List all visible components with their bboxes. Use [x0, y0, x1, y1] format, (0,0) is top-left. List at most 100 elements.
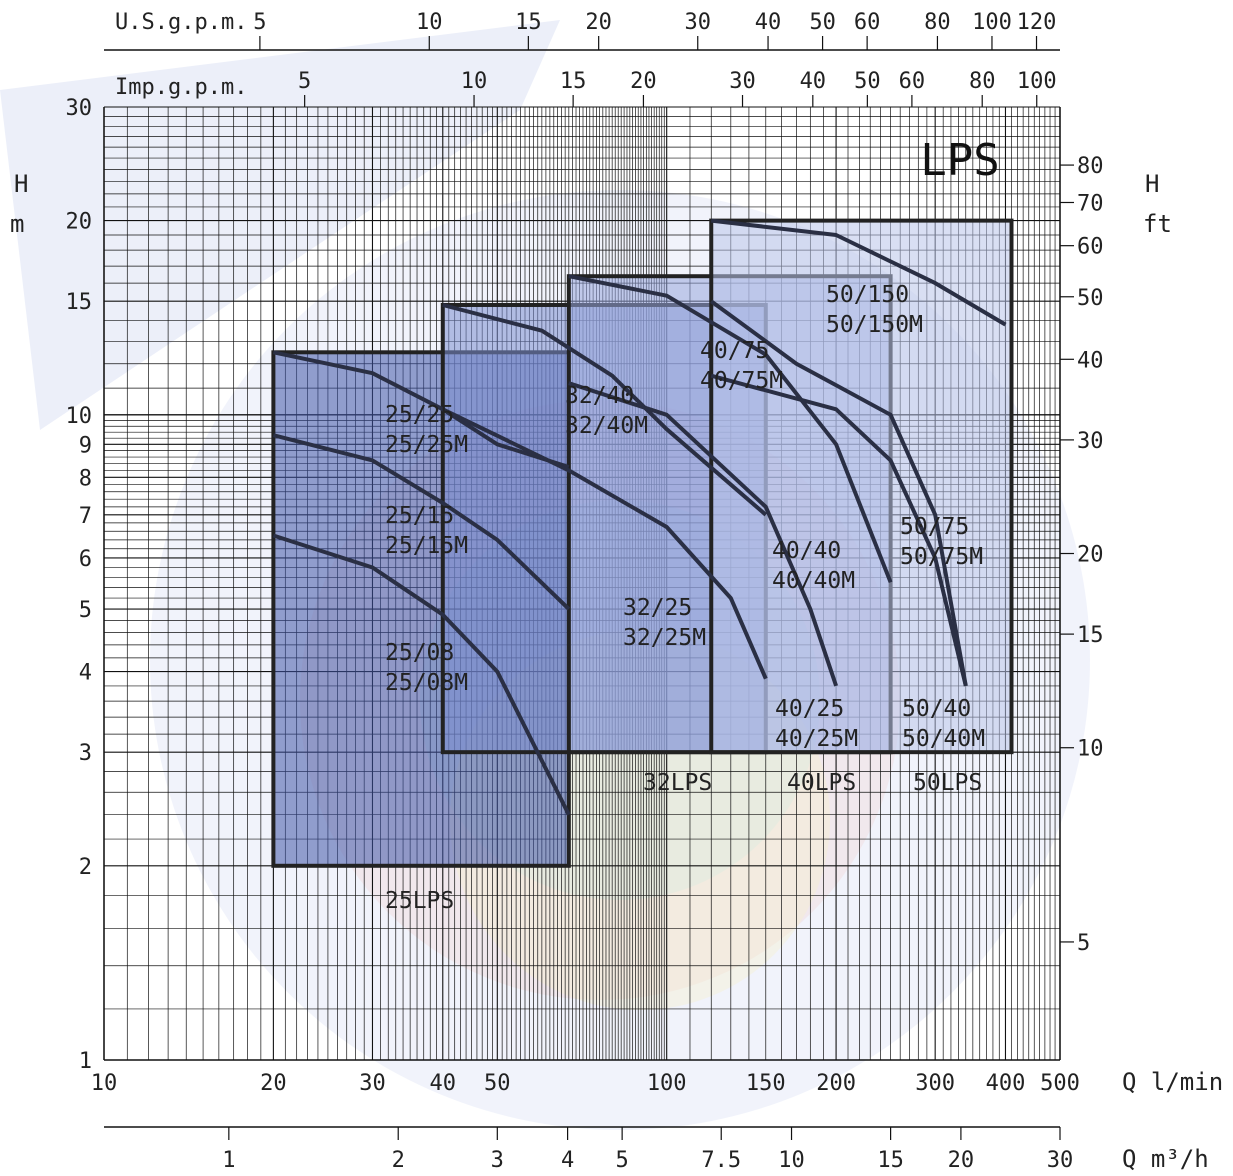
y-tick-m: 20: [66, 210, 93, 235]
x-tick-usgpm: 50: [809, 10, 836, 35]
curve-50/150: [710, 218, 1007, 327]
x-tick-lmin: 100: [647, 1071, 687, 1096]
curve-label-25/25: 25/25: [385, 402, 454, 428]
x-tick-impgpm: 15: [560, 69, 587, 94]
x-tick-impgpm: 40: [800, 69, 827, 94]
curve-label-32/25: 32/25: [623, 595, 692, 621]
x-tick-m3h: 7.5: [701, 1148, 741, 1173]
y-tick-ft: 60: [1077, 235, 1104, 260]
x-tick-m3h: 20: [948, 1148, 975, 1173]
curve-label-25/08: 25/08: [385, 640, 454, 666]
bottom-axis-label-m3h: Q m³/h: [1122, 1145, 1209, 1173]
x-tick-usgpm: 10: [416, 10, 443, 35]
curve-label-40/40M: 40/40M: [772, 568, 855, 594]
x-tick-m3h: 2: [392, 1148, 405, 1173]
curve-label-40/40: 40/40: [772, 538, 841, 564]
x-tick-impgpm: 100: [1017, 69, 1057, 94]
x-tick-impgpm: 5: [298, 69, 311, 94]
top-axis-label-impgpm: Imp.g.p.m.: [115, 75, 247, 100]
curve-label-50/75: 50/75: [900, 514, 969, 540]
x-tick-usgpm: 15: [515, 10, 542, 35]
curve-label-40/25M: 40/25M: [775, 726, 858, 752]
curve-label-50/40M: 50/40M: [902, 726, 985, 752]
curve-32/25: [441, 407, 768, 680]
x-tick-m3h: 30: [1047, 1148, 1074, 1173]
y-tick-m: 9: [79, 433, 92, 458]
x-tick-impgpm: 10: [461, 69, 488, 94]
x-tick-impgpm: 20: [630, 69, 657, 94]
x-tick-usgpm: 120: [1017, 10, 1057, 35]
x-tick-lmin: 40: [430, 1071, 457, 1096]
y-tick-ft: 30: [1077, 429, 1104, 454]
pump-curves: [272, 218, 1007, 816]
curve-label-40-75: 40/75: [700, 338, 769, 364]
x-tick-impgpm: 50: [854, 69, 881, 94]
x-tick-usgpm: 5: [253, 10, 266, 35]
curve-25/15: [272, 433, 571, 611]
y-tick-ft: 15: [1077, 623, 1104, 648]
x-tick-lmin: 30: [359, 1071, 386, 1096]
y-tick-ft: 50: [1077, 286, 1104, 311]
curve-labels: 25/25 25/25M 25/15 25/15M 25/08 25/08M 32/40 32…: [385, 282, 985, 914]
curve-label-25/08M: 25/08M: [385, 670, 468, 696]
y-tick-m: 5: [79, 598, 92, 623]
family-label-25LPS: 25LPS: [385, 888, 454, 914]
x-tick-usgpm: 80: [924, 10, 951, 35]
curve-label-32/25M: 32/25M: [623, 625, 706, 651]
family-label-32LPS: 32LPS: [643, 770, 712, 796]
x-tick-m3h: 4: [561, 1148, 574, 1173]
x-tick-usgpm: 20: [585, 10, 612, 35]
y-tick-ft: 70: [1077, 191, 1104, 216]
y-tick-m: 8: [79, 466, 92, 491]
y-tick-m: 15: [66, 290, 93, 315]
x-tick-usgpm: 40: [755, 10, 782, 35]
x-tick-m3h: 1: [222, 1148, 235, 1173]
curve-label-40-75M: 40/75M: [700, 368, 783, 394]
family-label-40LPS: 40LPS: [787, 770, 856, 796]
curve-label-25/25M: 25/25M: [385, 432, 468, 458]
x-tick-lmin: 50: [484, 1071, 511, 1096]
y-tick-m: 4: [79, 661, 92, 686]
curve-32/40: [442, 303, 768, 517]
y-tick-m: 7: [79, 504, 92, 529]
curve-label-25/15M: 25/15M: [385, 533, 468, 559]
y-tick-ft: 80: [1077, 154, 1104, 179]
left-axis-label-bottom: m: [10, 210, 24, 238]
x-tick-m3h: 15: [877, 1148, 904, 1173]
x-tick-lmin: 10: [91, 1071, 118, 1096]
curve-label-50/150M: 50/150M: [826, 312, 923, 338]
x-tick-impgpm: 30: [729, 69, 756, 94]
curve-label-32/40M: 32/40M: [565, 413, 648, 439]
curve-50/75: [710, 299, 968, 687]
bottom-axis-label-lmin: Q l/min: [1122, 1068, 1223, 1096]
x-tick-impgpm: 80: [969, 69, 996, 94]
y-tick-ft: 5: [1077, 931, 1090, 956]
x-tick-impgpm: 60: [899, 69, 926, 94]
y-tick-ft: 20: [1077, 543, 1104, 568]
x-tick-lmin: 300: [915, 1071, 955, 1096]
curve-label-50/150: 50/150: [826, 282, 909, 308]
x-tick-lmin: 200: [816, 1071, 856, 1096]
x-tick-lmin: 400: [986, 1071, 1026, 1096]
x-tick-lmin: 500: [1040, 1071, 1080, 1096]
y-tick-m: 2: [79, 855, 92, 880]
right-axis-label-top: H: [1145, 170, 1159, 198]
curve-label-25/15: 25/15: [385, 503, 454, 529]
curve-40/25: [568, 381, 838, 687]
watermark-swoosh: [0, 20, 560, 430]
x-tick-lmin: 20: [260, 1071, 287, 1096]
curve-label-32/40: 32/40: [565, 383, 634, 409]
right-axis-label-bottom: ft: [1143, 210, 1172, 238]
x-tick-usgpm: 100: [972, 10, 1012, 35]
y-tick-m: 3: [79, 741, 92, 766]
y-tick-ft: 10: [1077, 737, 1104, 762]
x-tick-usgpm: 30: [684, 10, 711, 35]
top-axis-label-usgpm: U.S.g.p.m.: [115, 10, 247, 35]
x-tick-m3h: 10: [778, 1148, 805, 1173]
curve-25/08: [272, 533, 571, 816]
x-tick-m3h: 3: [491, 1148, 504, 1173]
family-label-50LPS: 50LPS: [913, 770, 982, 796]
x-tick-lmin: 150: [746, 1071, 786, 1096]
